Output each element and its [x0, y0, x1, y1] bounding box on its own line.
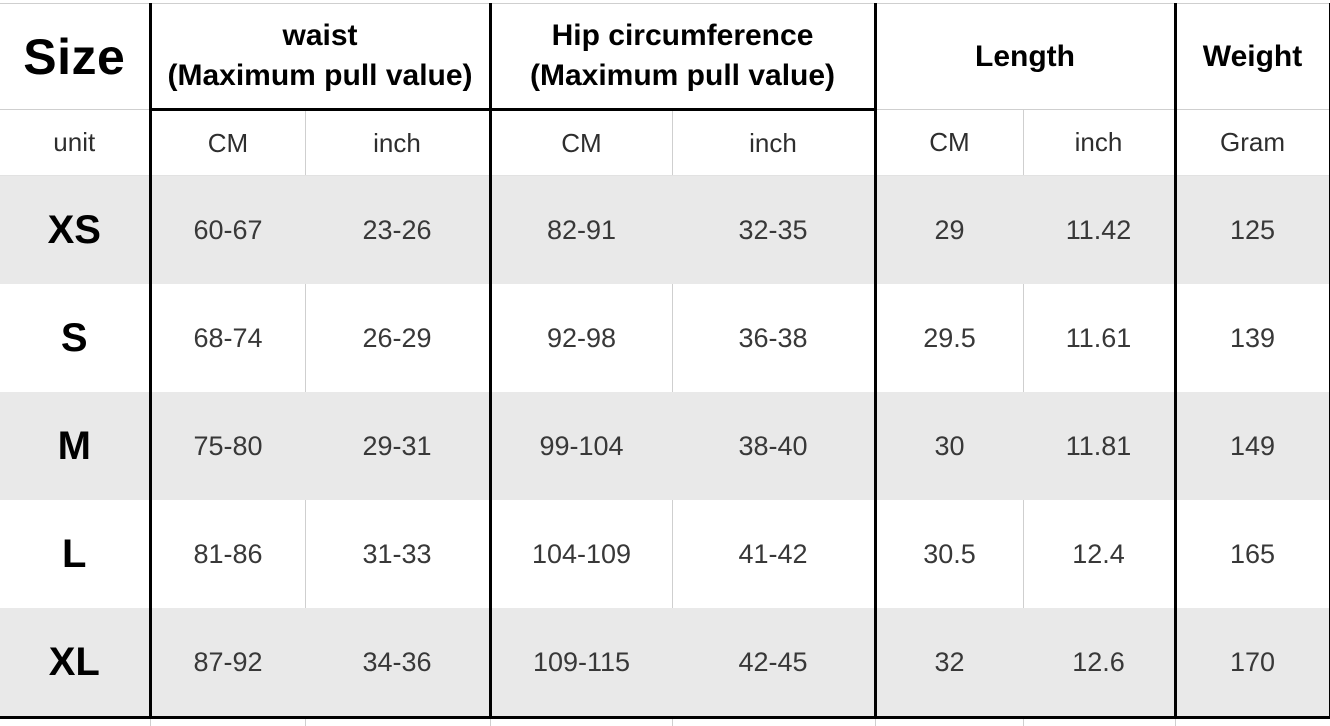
waist-inch-cell: 34-36	[304, 608, 490, 719]
hip-inch-cell: 38-40	[671, 392, 875, 500]
waist-cm-cell: 60-67	[148, 175, 305, 284]
hip-cm-cell: 109-115	[488, 608, 672, 719]
size-column-header: Size	[0, 3, 150, 110]
partial-cell	[489, 717, 672, 726]
waist-inch-cell: 23-26	[304, 175, 490, 284]
waist-group-title: waist	[282, 19, 358, 52]
weight-unit: Gram	[1173, 109, 1330, 176]
waist-inch-cell: 31-33	[304, 500, 490, 608]
length-inch-cell: 11.42	[1022, 175, 1176, 284]
size-cell: S	[60, 315, 88, 360]
size-cell: XS	[0, 175, 150, 284]
waist-cm-cell: 75-80	[148, 392, 305, 500]
table-row-xl: XL 87-92 34-36 109-115 42-45 32 12.6 170	[0, 608, 1330, 719]
table-row-xs: XS 60-67 23-26 82-91 32-35 29 11.42 125	[0, 175, 1330, 284]
length-inch-cell: 12.6	[1022, 608, 1176, 719]
length-inch-cell: 11.81	[1022, 392, 1176, 500]
size-cell: L	[62, 531, 87, 576]
table-row-l: L 81-86 31-33 104-109 41-42 30.5 12.4 16…	[0, 500, 1330, 608]
hip-inch-cell: 36-38	[671, 284, 875, 392]
hip-cm-cell: 82-91	[488, 175, 672, 284]
weight-cell: 165	[1173, 500, 1330, 608]
hip-cm-cell: 92-98	[488, 284, 672, 392]
length-cm-cell: 30	[873, 392, 1023, 500]
waist-inch-cell: 29-31	[304, 392, 490, 500]
waist-group-subtitle: (Maximum pull value)	[167, 59, 473, 92]
partial-row	[0, 717, 1330, 726]
waist-inch-cell: 26-29	[304, 284, 490, 392]
hip-group-header: Hip circumference (Maximum pull value)	[488, 3, 875, 111]
unit-label: unit	[0, 109, 150, 176]
partial-cell	[0, 717, 150, 726]
weight-cell: 170	[1173, 608, 1330, 719]
size-cell: XL	[0, 608, 150, 719]
partial-cell	[1174, 717, 1330, 726]
waist-cm-cell: 68-74	[148, 284, 305, 392]
hip-inch-cell: 41-42	[671, 500, 875, 608]
length-cm-unit: CM	[873, 109, 1023, 176]
length-inch-cell: 12.4	[1022, 500, 1176, 608]
hip-inch-cell: 32-35	[671, 175, 875, 284]
length-cm-cell: 29.5	[873, 284, 1023, 392]
weight-cell: 149	[1173, 392, 1330, 500]
hip-group-title: Hip circumference	[551, 19, 814, 52]
hip-cm-unit: CM	[488, 109, 672, 176]
hip-inch-cell: 42-45	[671, 608, 875, 719]
length-inch-unit: inch	[1022, 109, 1176, 176]
hip-group-subtitle: (Maximum pull value)	[529, 59, 836, 92]
waist-group-header: waist (Maximum pull value)	[148, 3, 490, 111]
waist-cm-cell: 87-92	[148, 608, 305, 719]
length-cm-cell: 30.5	[873, 500, 1023, 608]
waist-cm-cell: 81-86	[148, 500, 305, 608]
header-group-row: Size waist (Maximum pull value) Hip circ…	[0, 3, 1330, 111]
waist-inch-unit: inch	[304, 109, 490, 176]
weight-cell: 125	[1173, 175, 1330, 284]
hip-cm-cell: 104-109	[488, 500, 672, 608]
unit-row: unit CM inch CM inch CM inch Gram	[0, 109, 1330, 176]
partial-cell	[304, 717, 490, 726]
weight-group-header: Weight	[1173, 3, 1330, 110]
length-group-header: Length	[873, 3, 1176, 110]
length-inch-cell: 11.61	[1022, 284, 1176, 392]
weight-cell: 139	[1173, 284, 1330, 392]
partial-cell	[874, 717, 1023, 726]
table-row-s: S 68-74 26-29 92-98 36-38 29.5 11.61 139	[0, 284, 1330, 392]
size-chart-table: Size waist (Maximum pull value) Hip circ…	[0, 3, 1330, 726]
hip-cm-cell: 99-104	[488, 392, 672, 500]
partial-cell	[1022, 717, 1176, 726]
partial-cell	[671, 717, 875, 726]
partial-cell	[149, 717, 305, 726]
length-cm-cell: 32	[873, 608, 1023, 719]
size-cell: M	[0, 392, 150, 500]
hip-inch-unit: inch	[671, 109, 875, 176]
table-row-m: M 75-80 29-31 99-104 38-40 30 11.81 149	[0, 392, 1330, 500]
length-cm-cell: 29	[873, 175, 1023, 284]
waist-cm-unit: CM	[148, 109, 305, 176]
